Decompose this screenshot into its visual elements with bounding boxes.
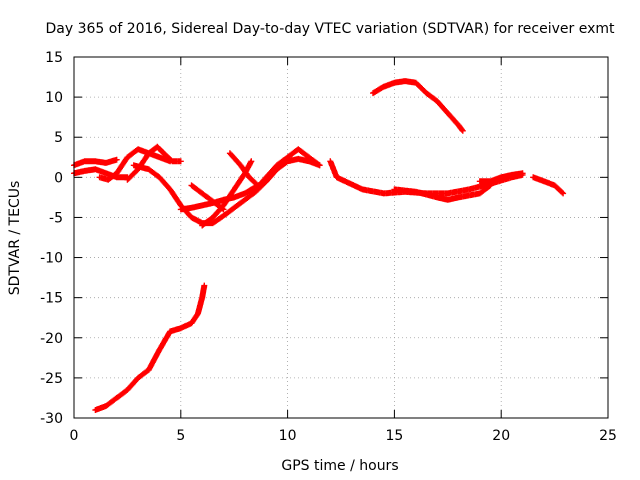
series-arc-9	[226, 150, 261, 189]
y-tick-label: 15	[45, 50, 63, 66]
series-markers	[252, 146, 323, 193]
series-arc-3	[96, 146, 174, 183]
axis-ticks: 0 5 10 15 20 25 -30 -25 -20 -15 -10 -5 0 5 10 15	[40, 50, 617, 444]
grid	[74, 57, 608, 418]
series-arc-12	[391, 182, 494, 203]
series-markers	[530, 174, 567, 197]
y-tick-label: -25	[40, 371, 63, 387]
x-tick-label: 25	[599, 428, 617, 444]
x-tick-label: 5	[176, 428, 185, 444]
series-markers	[199, 158, 255, 229]
x-tick-label: 20	[492, 428, 510, 444]
x-tick-label: 0	[70, 428, 79, 444]
x-tick-label: 10	[279, 428, 297, 444]
series-markers	[476, 170, 526, 185]
y-tick-label: -20	[40, 331, 63, 347]
series-arc-13	[476, 170, 526, 185]
series-arc-10	[252, 146, 323, 193]
y-tick-label: -30	[40, 411, 63, 427]
plot-frame	[73, 56, 609, 419]
chart-title: Day 365 of 2016, Sidereal Day-to-day VTE…	[46, 21, 616, 37]
y-tick-label: -15	[40, 291, 63, 307]
x-tick-label: 15	[385, 428, 403, 444]
y-tick-label: -10	[40, 251, 63, 267]
y-tick-label: 10	[45, 90, 63, 106]
y-tick-label: 0	[54, 170, 63, 186]
series-arc-8	[199, 158, 255, 229]
x-axis-label: GPS time / hours	[281, 458, 398, 474]
series-markers	[92, 282, 208, 413]
series-arc-16	[92, 282, 208, 413]
series-arc-14	[530, 174, 567, 197]
series-markers	[96, 146, 174, 183]
series-markers	[226, 150, 261, 189]
y-tick-label: -5	[49, 210, 63, 226]
y-axis-label: SDTVAR / TECUs	[7, 181, 23, 296]
series-markers	[370, 78, 466, 134]
series-markers	[391, 182, 494, 203]
y-tick-label: 5	[54, 130, 63, 146]
series-arc-15	[370, 78, 466, 134]
